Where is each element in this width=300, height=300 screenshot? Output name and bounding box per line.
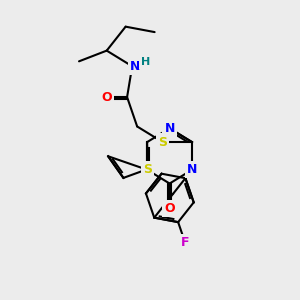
Text: S: S bbox=[158, 136, 167, 148]
Text: O: O bbox=[101, 91, 112, 103]
Text: H: H bbox=[141, 57, 150, 67]
Text: O: O bbox=[164, 202, 175, 215]
Text: S: S bbox=[143, 163, 152, 176]
Text: N: N bbox=[130, 60, 140, 73]
Text: N: N bbox=[164, 122, 175, 135]
Text: N: N bbox=[187, 163, 197, 176]
Text: F: F bbox=[181, 236, 190, 249]
